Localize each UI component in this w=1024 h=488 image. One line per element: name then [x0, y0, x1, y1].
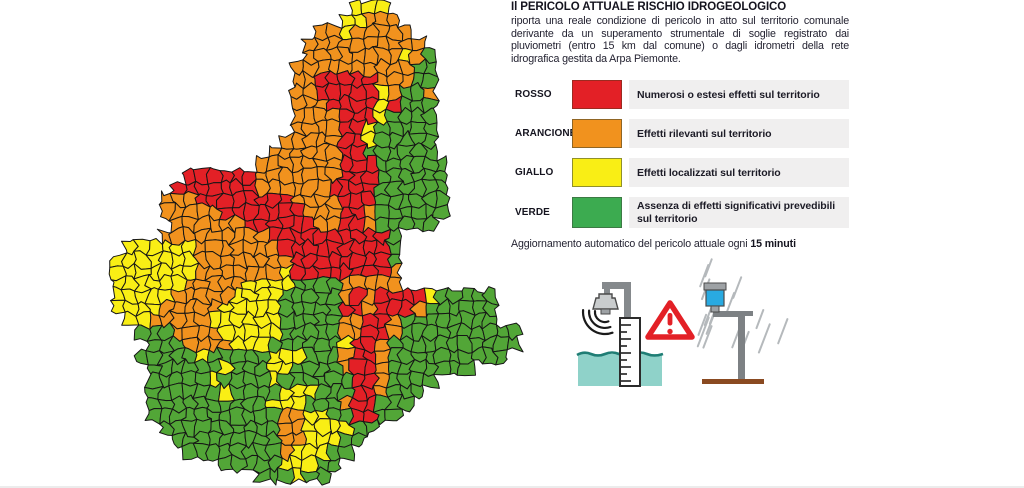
red-swatch: [572, 80, 622, 110]
legend-label: ROSSO: [515, 89, 552, 101]
sound-waves-icon: [581, 309, 614, 336]
municipality-cell: [432, 204, 451, 220]
exclamation-dot: [667, 328, 673, 335]
measuring-staff: [619, 317, 641, 387]
update-note-text: Aggiornamento automatico del pericolo at…: [511, 238, 751, 251]
rain-drop-line: [777, 318, 789, 345]
info-panel: Il PERICOLO ATTUALE RISCHIO IDROGEOLOGIC…: [511, 1, 849, 250]
bottom-edge: [0, 486, 1024, 488]
municipality-cell: [327, 457, 342, 473]
municipality-cell: [348, 0, 363, 17]
legend-row-verde: VERDE Assenza di effetti significativi p…: [511, 197, 849, 229]
legend-description: Numerosi o estesi effetti sul territorio: [629, 80, 849, 110]
ultrasonic-sensor: [592, 293, 619, 310]
exclamation-bar: [667, 313, 673, 326]
hydrometer-arm: [602, 282, 631, 289]
municipality-cell: [315, 466, 332, 486]
legend-label: ARANCIONE: [515, 128, 577, 140]
sensor-emitter: [600, 308, 611, 315]
municipality-cell: [362, 418, 380, 438]
rain-drop-line: [704, 258, 713, 278]
panel-description: riporta una reale condizione di pericolo…: [511, 15, 849, 65]
rain-drop-line: [696, 316, 710, 348]
municipality-cell: [456, 359, 476, 377]
municipality-cell: [421, 372, 440, 389]
municipality-cell: [506, 335, 524, 353]
hydrometer-icon: [576, 282, 664, 387]
update-interval: 15 minuti: [750, 238, 796, 251]
rain-drop-line: [702, 325, 713, 349]
municipality-cell: [350, 432, 368, 448]
municipality-cell: [396, 394, 415, 413]
municipality-cell: [205, 167, 224, 185]
monitoring-illustration: [576, 258, 789, 387]
legend-row-arancione: ARANCIONE Effetti rilevanti sul territor…: [511, 119, 849, 149]
orange-swatch: [572, 119, 622, 149]
yellow-swatch: [572, 158, 622, 188]
municipality-cell: [169, 181, 188, 195]
gauge-body: [705, 289, 725, 307]
gauge-bracket: [713, 311, 745, 317]
warning-triangle-icon: [645, 300, 695, 340]
municipality-cell: [337, 443, 356, 462]
rain-drop-line: [697, 313, 708, 336]
update-note: Aggiornamento automatico del pericolo at…: [511, 238, 849, 250]
rain-drop-line: [757, 323, 771, 354]
rain-drop-line: [755, 309, 765, 330]
rain-drop-line: [699, 264, 710, 288]
legend-description: Effetti rilevanti sul territorio: [629, 119, 849, 149]
municipality-cell: [422, 214, 440, 233]
legend-description: Assenza di effetti significativi prevedi…: [629, 197, 849, 229]
municipality-cell: [384, 408, 404, 422]
legend-row-giallo: GIALLO Effetti localizzati sul territori…: [511, 158, 849, 188]
legend-row-rosso: ROSSO Numerosi o estesi effetti sul terr…: [511, 80, 849, 110]
legend-label: GIALLO: [515, 167, 554, 179]
risk-legend: ROSSO Numerosi o estesi effetti sul terr…: [511, 80, 849, 229]
sensor-stem: [604, 289, 610, 295]
staff-ticks: [621, 324, 631, 382]
ground: [702, 379, 764, 384]
rain-drop-line: [705, 315, 715, 335]
municipality-mosaic: [108, 0, 524, 486]
gauge-funnel: [710, 305, 720, 313]
municipality-cell: [435, 155, 448, 173]
legend-description: Effetti localizzati sul territorio: [629, 158, 849, 188]
legend-label: VERDE: [515, 207, 550, 219]
municipality-cell: [410, 383, 424, 400]
municipality-cell: [144, 408, 163, 425]
rain-gauge-icon: [702, 282, 764, 384]
gauge-pole: [738, 313, 745, 379]
panel-title: Il PERICOLO ATTUALE RISCHIO IDROGEOLOGIC…: [511, 1, 787, 13]
gauge-rim: [703, 282, 727, 291]
municipality-cell: [492, 349, 508, 366]
rain-drop-line: [726, 292, 736, 312]
green-swatch: [572, 197, 622, 229]
